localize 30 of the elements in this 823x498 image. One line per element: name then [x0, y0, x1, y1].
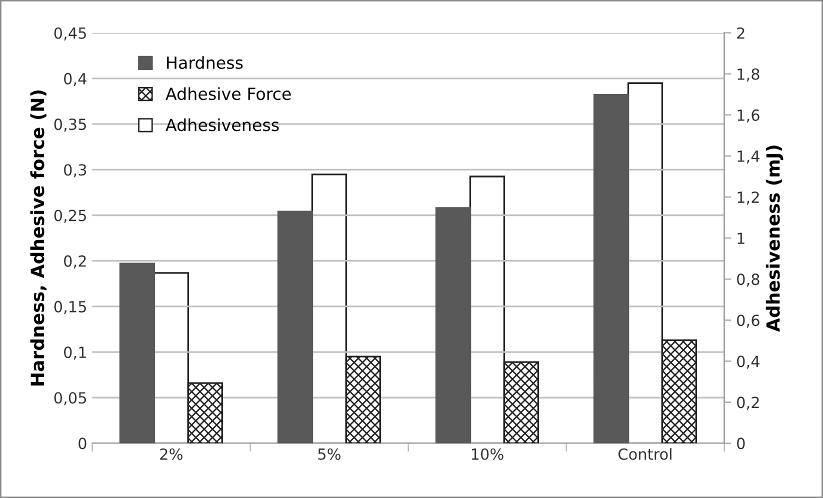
y2-tick-label: 0,4	[737, 356, 760, 369]
y2-tick-label: 0	[737, 438, 745, 450]
x-tick-label: 2%	[160, 448, 182, 460]
x-tick-label: 10%	[472, 448, 504, 460]
y2-tick-label: 1,4	[738, 150, 760, 164]
y-tick-label: 0,4	[64, 72, 86, 86]
y2-tick-label: 0,8	[737, 274, 760, 287]
y-axis-title: Hardness, Adhesive force (N)	[30, 90, 47, 386]
x-tick-label: Control	[618, 448, 672, 460]
legend-label: Hardness	[167, 56, 243, 69]
y2-tick-label: 1	[738, 232, 744, 244]
y2-tick-label: 1,8	[738, 68, 760, 82]
y-tick-label: 0,3	[64, 164, 86, 178]
x-tick-label: 5%	[318, 448, 340, 460]
legend-label: Adhesiveness	[166, 118, 279, 132]
y-tick-label: 0,15	[54, 300, 86, 314]
y-tick-label: 0,35	[54, 118, 86, 132]
y-tick-label: 0,45	[54, 27, 86, 40]
y2-tick-label: 1,2	[738, 191, 759, 205]
y-tick-label: 0,25	[54, 210, 86, 223]
y-tick-label: 0	[78, 438, 86, 450]
y2-axis-title: Adhesiveness (mJ)	[766, 146, 784, 332]
y2-tick-label: 0,6	[737, 314, 760, 328]
y-tick-label: 0,05	[54, 392, 86, 406]
legend-label: Adhesive Force	[166, 87, 291, 100]
y2-tick-label: 2	[737, 27, 744, 39]
y-tick-label: 0,1	[64, 346, 86, 360]
y2-tick-label: 1,6	[738, 109, 760, 123]
y-tick-label: 0,2	[64, 255, 86, 268]
y2-tick-label: 0,2	[737, 396, 759, 410]
